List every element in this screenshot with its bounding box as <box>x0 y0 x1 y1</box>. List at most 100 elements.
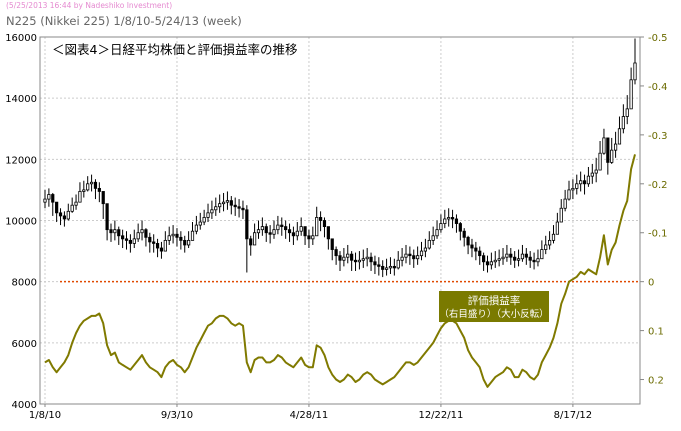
candle-body-up <box>218 203 222 208</box>
candle <box>318 211 323 232</box>
candle-body-up <box>579 180 583 185</box>
candle <box>419 241 424 261</box>
candle-body-down <box>55 201 59 214</box>
x-tick-label: 9/3/10 <box>161 410 193 421</box>
candle <box>148 232 152 253</box>
candle <box>326 226 330 250</box>
candle <box>346 244 350 264</box>
candle-body-up <box>66 210 70 220</box>
candle-body-down <box>58 212 63 217</box>
candle <box>144 228 148 247</box>
candle <box>210 200 214 219</box>
candle <box>377 257 381 276</box>
candle-body-down <box>97 187 101 192</box>
candle <box>225 191 230 210</box>
candle-body-up <box>86 183 90 191</box>
candle <box>431 226 435 245</box>
candle-body-up <box>140 229 144 234</box>
candle <box>606 137 610 175</box>
candle <box>167 226 171 245</box>
y-tick-label-left: 16000 <box>5 33 37 44</box>
candle <box>408 246 412 265</box>
candle <box>276 215 280 235</box>
candle <box>443 209 447 229</box>
candle-body-up <box>544 244 548 250</box>
watermark-text: (5/25/2013 16:44 by Nadeshiko Investment… <box>6 1 173 10</box>
candle-body-down <box>159 247 164 252</box>
candle <box>544 235 548 255</box>
candle <box>295 222 299 241</box>
candle-body-down <box>509 253 513 258</box>
candle-body-down <box>408 253 412 257</box>
candle-body-up <box>617 128 622 145</box>
candle-body-up <box>132 238 136 244</box>
candle <box>586 166 591 187</box>
y-tick-label-right: -0.3 <box>648 131 668 142</box>
candle-body-down <box>330 238 334 250</box>
candle <box>423 238 427 258</box>
candle-body-up <box>384 267 389 270</box>
candle <box>245 205 249 273</box>
candle-body-down <box>152 241 156 244</box>
candle <box>462 228 466 247</box>
annotation-background <box>439 291 549 322</box>
candle <box>633 38 637 85</box>
candle-body-down <box>606 137 610 163</box>
candle-body-up <box>598 152 602 171</box>
candle-body-down <box>478 250 482 257</box>
candle <box>78 182 82 203</box>
candle-layer <box>43 38 637 278</box>
candle-body-up <box>198 221 202 226</box>
candle-body-up <box>493 259 497 263</box>
candle <box>485 255 490 273</box>
candle-body-up <box>253 232 257 246</box>
candle-body-up <box>295 230 299 237</box>
candle-body-up <box>431 235 435 241</box>
candle <box>237 199 241 218</box>
candle <box>311 226 315 245</box>
candle <box>128 234 132 253</box>
candle-body-down <box>326 226 330 240</box>
candle <box>303 226 307 245</box>
candle <box>392 258 396 276</box>
candle-body-down <box>237 206 241 209</box>
candle <box>93 179 98 200</box>
ratio-line-layer <box>44 154 636 388</box>
y-tick-label-right: 0.2 <box>648 376 664 387</box>
candle <box>365 248 369 267</box>
candle-body-down <box>373 261 377 266</box>
candle-body-up <box>260 226 264 231</box>
candle <box>140 220 144 241</box>
candle <box>482 252 486 271</box>
candle <box>493 251 497 268</box>
candle <box>179 231 183 250</box>
annotation-box: 評価損益率 （右目盛り）（大小反転） <box>439 291 549 322</box>
candle-body-up <box>590 172 594 177</box>
candle-body-up <box>346 253 350 258</box>
candle <box>132 229 136 249</box>
candle <box>187 231 191 249</box>
candle <box>101 191 105 219</box>
candle <box>194 215 198 235</box>
candle <box>594 157 598 183</box>
candle <box>582 174 587 195</box>
candle-body-up <box>210 209 214 214</box>
candle-body-down <box>284 226 288 231</box>
candle <box>439 214 443 233</box>
candle-body-down <box>392 265 396 269</box>
y-tick-label-left: 8000 <box>12 278 37 289</box>
candle-body-down <box>303 226 307 237</box>
candle-body-up <box>206 212 210 218</box>
candle-body-up <box>419 250 424 257</box>
candle <box>381 260 385 278</box>
candle <box>458 222 462 241</box>
candle-body-down <box>93 181 98 189</box>
candle-body-up <box>602 137 606 154</box>
candle <box>159 241 164 259</box>
x-tick-label: 4/28/11 <box>290 410 329 421</box>
candle <box>291 226 296 245</box>
candle-body-up <box>167 235 171 241</box>
candle <box>334 246 338 265</box>
candle-body-up <box>501 256 505 260</box>
candle-body-up <box>404 253 408 258</box>
